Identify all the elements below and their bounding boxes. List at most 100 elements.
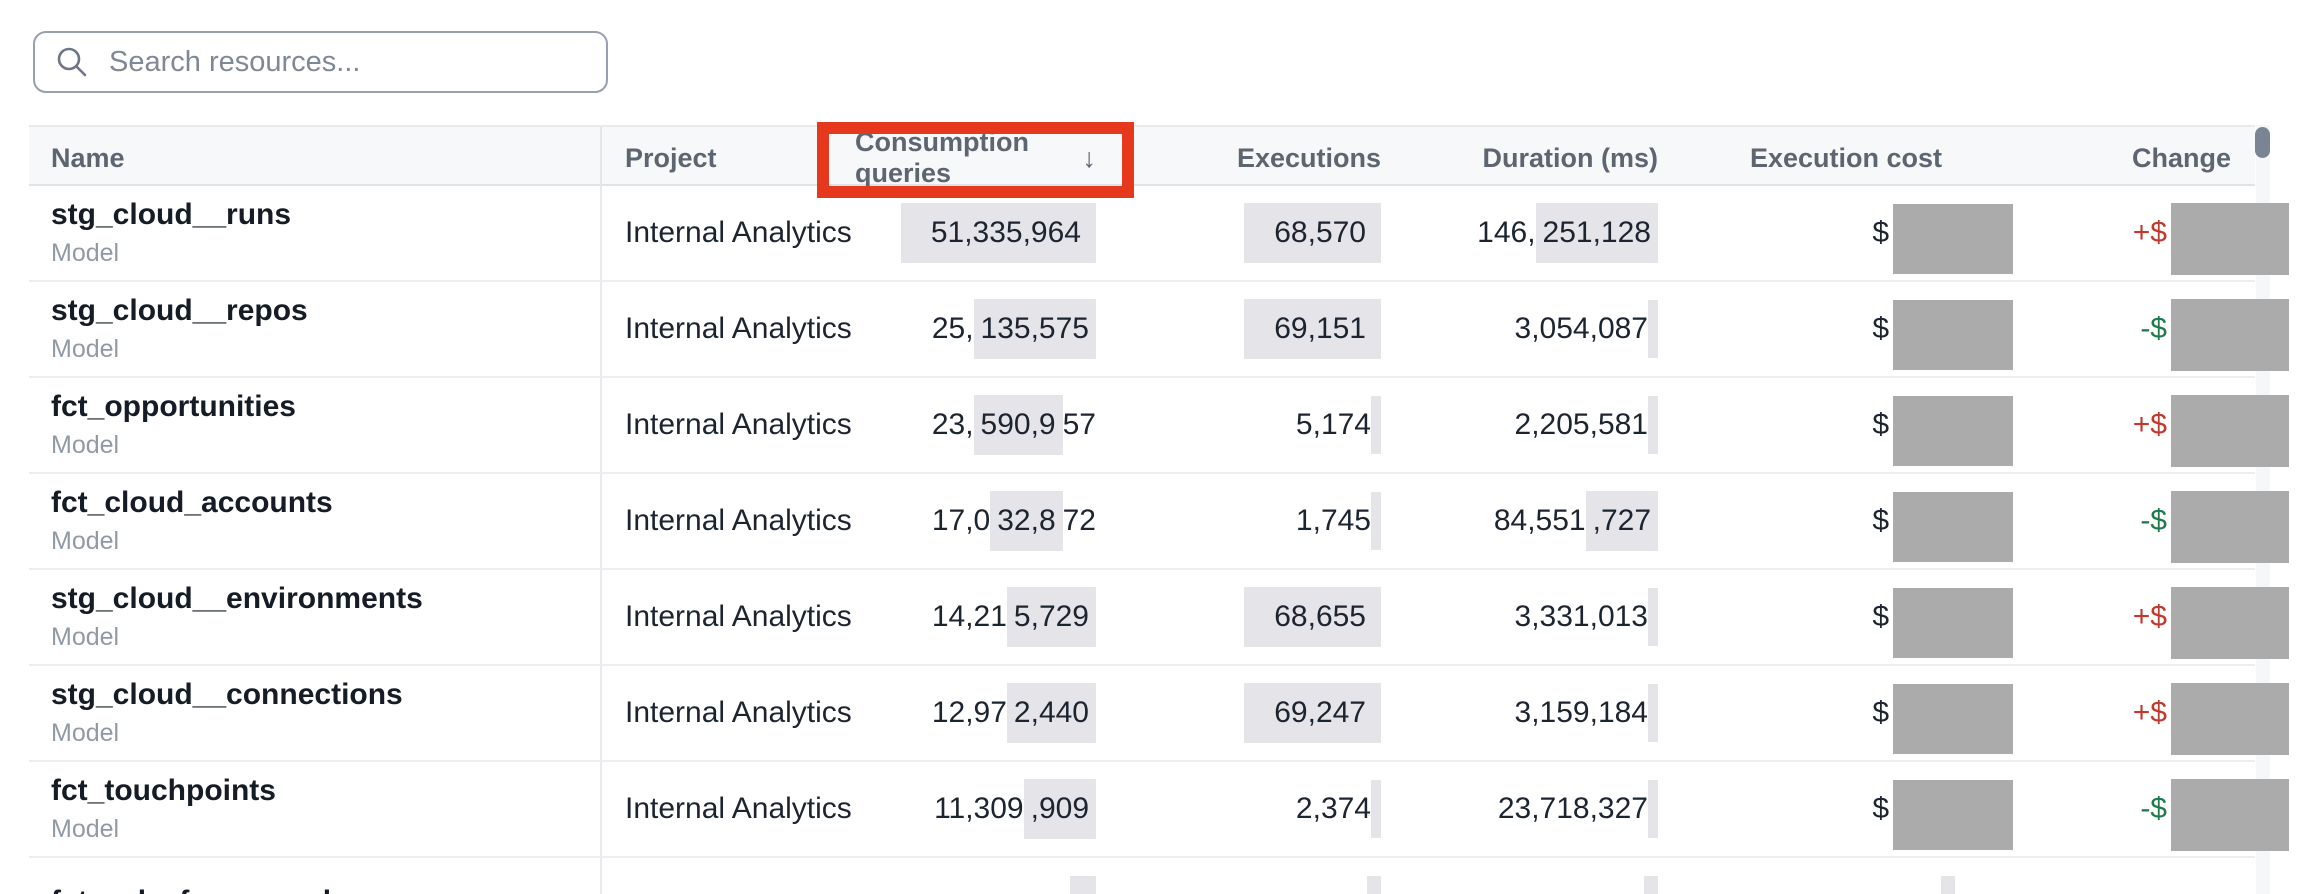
redacted-change-value <box>2171 491 2289 563</box>
table-row[interactable]: fct_opportunities Model Internal Analyti… <box>29 378 2289 474</box>
resource-name: fct_cloud_accounts <box>51 486 333 519</box>
execution-cost-cell: $ <box>1682 282 2037 376</box>
value-segment: 12,97 <box>931 696 1007 729</box>
value-segment: 57 <box>1062 408 1096 441</box>
table-row[interactable]: stg_cloud__runs Model Internal Analytics… <box>29 186 2289 282</box>
execution-cost-cell: $ <box>1682 378 2037 472</box>
column-header-duration[interactable]: Duration (ms) <box>1405 127 1682 189</box>
value-segment: 14,21 <box>931 600 1007 633</box>
highlight-sliver <box>1367 876 1381 894</box>
column-header-executions[interactable]: Executions <box>1120 127 1405 189</box>
redacted-cost-value <box>1893 684 2013 754</box>
resource-name: fct_salesforce_goals <box>51 885 600 894</box>
highlight-sliver <box>1371 492 1381 550</box>
highlighted-value-segment: 68,655 <box>1244 587 1381 647</box>
value-segment: 72 <box>1062 504 1096 537</box>
project-cell: Internal Analytics <box>600 666 855 760</box>
currency-sign: $ <box>1872 408 1889 441</box>
consumption-queries-cell: 25, 135,575 <box>855 282 1120 376</box>
change-cell: -$ <box>2037 474 2289 568</box>
redacted-change-value <box>2171 395 2289 467</box>
change-cell <box>2037 858 2255 894</box>
resource-name: stg_cloud__connections <box>51 678 403 711</box>
duration-cell <box>1405 858 1682 894</box>
duration-cell: 84,551,727 <box>1405 474 1682 568</box>
column-header-project[interactable]: Project <box>600 127 855 189</box>
resource-type: Model <box>51 239 120 267</box>
currency-sign: -$ <box>2140 312 2167 345</box>
project-cell: Internal Analytics <box>600 474 855 568</box>
name-cell: fct_touchpoints Model <box>29 774 600 844</box>
currency-sign: $ <box>1872 216 1889 249</box>
executions-cell: 2,374 <box>1120 762 1405 856</box>
highlighted-value-segment: ,727 <box>1585 491 1658 551</box>
highlighted-value-segment: 68,570 <box>1244 203 1381 263</box>
search-icon <box>57 47 87 77</box>
resource-name: stg_cloud__repos <box>51 294 308 327</box>
resources-table: Name Project Consumption queries ↓ Execu… <box>29 125 2289 894</box>
duration-cell: 146, 251,128 <box>1405 186 1682 280</box>
resource-type: Model <box>51 335 120 363</box>
highlight-sliver <box>1371 780 1381 838</box>
value-segment: 5,174 <box>1295 408 1371 441</box>
duration-cell: 2,205,581 <box>1405 378 1682 472</box>
redacted-cost-value <box>1893 204 2013 274</box>
column-header-label: Duration (ms) <box>1482 142 1659 173</box>
highlight-sliver <box>1648 396 1658 454</box>
highlight-sliver <box>1648 300 1658 358</box>
table-row[interactable]: stg_cloud__connections Model Internal An… <box>29 666 2289 762</box>
value-segment: 2,374 <box>1295 792 1371 825</box>
resource-name: fct_opportunities <box>51 390 296 423</box>
currency-sign: $ <box>1872 312 1889 345</box>
execution-cost-cell: $ <box>1682 186 2037 280</box>
change-cell: +$ <box>2037 666 2289 760</box>
highlight-sliver <box>1941 876 1955 894</box>
table-row[interactable]: fct_salesforce_goals <box>29 858 2255 894</box>
name-cell: stg_cloud__runs Model <box>29 198 600 268</box>
execution-cost-cell: $ <box>1682 762 2037 856</box>
project-cell: Internal Analytics <box>600 282 855 376</box>
redacted-change-value <box>2171 587 2289 659</box>
scrollbar-thumb[interactable] <box>2255 127 2270 158</box>
column-header-label: Change <box>2131 142 2231 173</box>
redacted-change-value <box>2171 299 2289 371</box>
redacted-cost-value <box>1893 780 2013 850</box>
value-segment: 23, <box>931 408 974 441</box>
highlight-sliver <box>1648 780 1658 838</box>
highlight-sliver <box>1648 588 1658 646</box>
highlighted-value-segment: 69,151 <box>1244 299 1381 359</box>
table-row[interactable]: fct_cloud_accounts Model Internal Analyt… <box>29 474 2289 570</box>
name-cell: stg_cloud__repos Model <box>29 294 600 364</box>
column-header-label: Execution cost <box>1749 142 1942 173</box>
highlight-sliver <box>1371 396 1381 454</box>
consumption-queries-cell <box>855 858 1120 894</box>
value-segment: 84,551 <box>1493 504 1586 537</box>
executions-cell: 68,655 <box>1120 570 1405 664</box>
table-header-row: Name Project Consumption queries ↓ Execu… <box>29 125 2255 189</box>
executions-cell: 69,247 <box>1120 666 1405 760</box>
highlight-sliver <box>1644 876 1658 894</box>
column-header-consumption-queries[interactable]: Consumption queries ↓ <box>855 127 1120 189</box>
currency-sign: $ <box>1872 600 1889 633</box>
value-segment: 25, <box>931 312 974 345</box>
name-cell: fct_cloud_accounts Model <box>29 486 600 556</box>
change-cell: +$ <box>2037 570 2289 664</box>
column-header-name[interactable]: Name <box>29 127 600 189</box>
sort-desc-icon: ↓ <box>1082 142 1097 173</box>
resource-type: Model <box>51 431 120 459</box>
highlighted-value-segment: 32,8 <box>990 491 1063 551</box>
table-row[interactable]: fct_touchpoints Model Internal Analytics… <box>29 762 2289 858</box>
execution-cost-cell: $ <box>1682 474 2037 568</box>
table-row[interactable]: stg_cloud__repos Model Internal Analytic… <box>29 282 2289 378</box>
duration-cell: 3,054,087 <box>1405 282 1682 376</box>
redacted-change-value <box>2171 779 2289 851</box>
highlight-sliver <box>1070 876 1096 894</box>
table-row[interactable]: stg_cloud__environments Model Internal A… <box>29 570 2289 666</box>
search-input[interactable] <box>107 44 586 80</box>
project-cell: Internal Analytics <box>600 378 855 472</box>
column-header-execution-cost[interactable]: Execution cost <box>1682 127 2037 189</box>
highlighted-value-segment: 5,729 <box>1006 587 1096 647</box>
column-header-change[interactable]: Change <box>2037 127 2255 189</box>
redacted-cost-value <box>1893 396 2013 466</box>
